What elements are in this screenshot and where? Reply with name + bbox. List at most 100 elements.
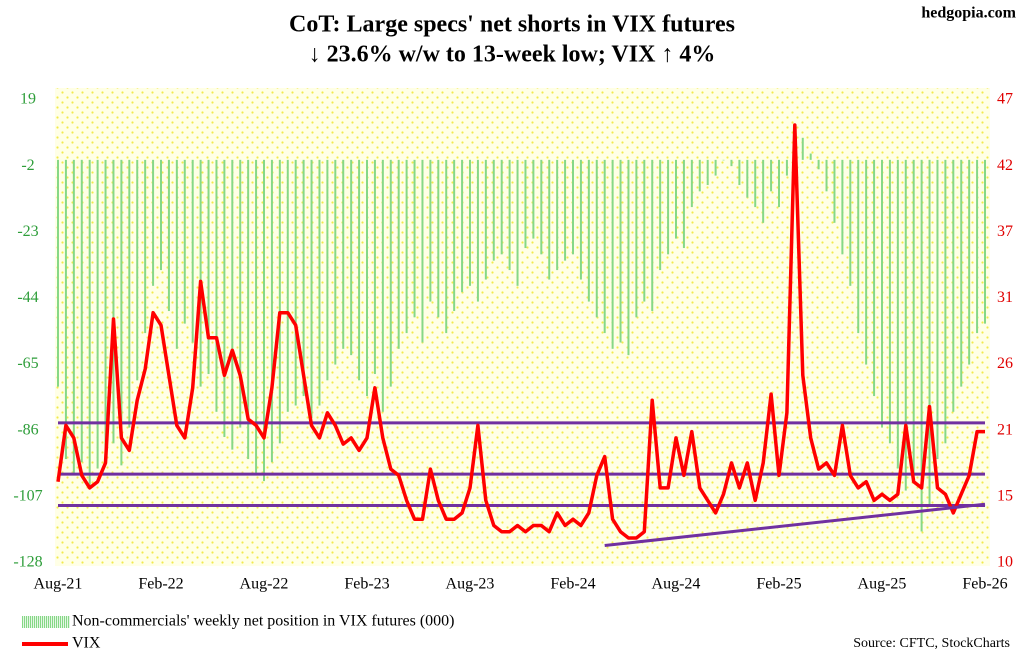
bar (936, 159, 939, 460)
bar (508, 159, 511, 271)
bar (278, 159, 281, 444)
legend-swatch (60, 616, 62, 628)
bar (873, 159, 876, 397)
legend-swatch (30, 616, 32, 628)
bar (643, 159, 646, 302)
y2-tick-label: 31 (997, 289, 1013, 306)
bar (334, 159, 337, 365)
y2-tick-label: 47 (997, 91, 1013, 108)
bar (754, 159, 757, 208)
bar (373, 159, 376, 375)
bar (96, 159, 99, 469)
bar (405, 159, 408, 334)
bar (270, 159, 273, 463)
bar (239, 159, 242, 428)
legend-swatch (40, 616, 42, 628)
bar (595, 159, 598, 318)
bar (120, 159, 123, 466)
bar (167, 159, 170, 312)
bar (263, 159, 265, 482)
vix-line (56, 123, 985, 540)
bar (429, 159, 432, 302)
bar (888, 159, 891, 444)
legend-swatch (28, 616, 30, 628)
bar (746, 159, 749, 198)
x-tick-label: Aug-25 (858, 576, 907, 593)
bar (144, 159, 147, 334)
bar (960, 159, 963, 387)
bar (833, 159, 836, 223)
bar (532, 159, 535, 239)
bar (492, 159, 495, 261)
legend-swatch (56, 616, 58, 628)
bar (809, 153, 812, 160)
bar (572, 159, 574, 255)
bar (358, 159, 361, 381)
plot-area (55, 88, 990, 566)
bar (381, 159, 384, 412)
bar (778, 159, 780, 208)
bar (136, 159, 139, 381)
bar (476, 159, 479, 302)
bar (690, 159, 693, 208)
bar (952, 159, 955, 412)
legend-swatch (32, 616, 34, 628)
bar (667, 159, 670, 255)
bar (437, 159, 440, 318)
bar (500, 159, 503, 255)
legend-swatch (62, 616, 64, 628)
x-tick-label: Feb-22 (138, 576, 183, 593)
bar (104, 159, 107, 450)
watermark: hedgopia.com (921, 5, 1016, 22)
bar (928, 159, 931, 507)
bar (421, 159, 424, 343)
bar (825, 159, 828, 192)
bar (785, 159, 788, 176)
bar (80, 159, 83, 463)
bar (326, 159, 329, 381)
y2-tick-label: 42 (997, 157, 1013, 174)
x-tick-label: Feb-26 (962, 576, 1007, 593)
bar (57, 159, 59, 387)
bar (603, 159, 606, 334)
bar (675, 159, 677, 239)
bar (738, 159, 741, 186)
bar (912, 159, 915, 475)
bar (714, 159, 717, 176)
bar (881, 159, 883, 428)
legend-swatch (66, 616, 68, 628)
bar (191, 159, 194, 343)
y2-tick-label: 26 (997, 355, 1013, 372)
y-tick-label: -65 (17, 355, 38, 372)
bar (207, 159, 210, 375)
bar (389, 159, 392, 387)
bar (770, 159, 773, 192)
bar (627, 159, 630, 356)
legend-swatch (50, 616, 52, 628)
bar (540, 159, 543, 255)
legend-swatch (46, 616, 48, 628)
legend-swatch (52, 616, 54, 628)
bar (849, 159, 852, 286)
x-tick-label: Feb-23 (344, 576, 389, 593)
bar (223, 159, 226, 438)
legend-swatch (36, 616, 38, 628)
legend-swatch (54, 616, 56, 628)
bar (183, 159, 186, 324)
bar (944, 159, 947, 444)
bar (310, 159, 313, 419)
legend-swatch (68, 616, 70, 628)
x-tick-label: Aug-22 (240, 576, 289, 593)
y-tick-label: -23 (17, 223, 38, 240)
y-tick-label: -44 (17, 289, 38, 306)
y-tick-label: 19 (20, 91, 36, 108)
legend-label: VIX (72, 635, 101, 652)
legend-swatch (58, 616, 60, 628)
bar (397, 159, 400, 349)
chart-subtitle: ↓ 23.6% w/w to 13-week low; VIX ↑ 4% (309, 42, 716, 68)
x-tick-label: Feb-25 (756, 576, 801, 593)
source: Source: CFTC, StockCharts (853, 636, 1010, 651)
bar (556, 159, 559, 271)
x-tick-label: Aug-23 (446, 576, 495, 593)
